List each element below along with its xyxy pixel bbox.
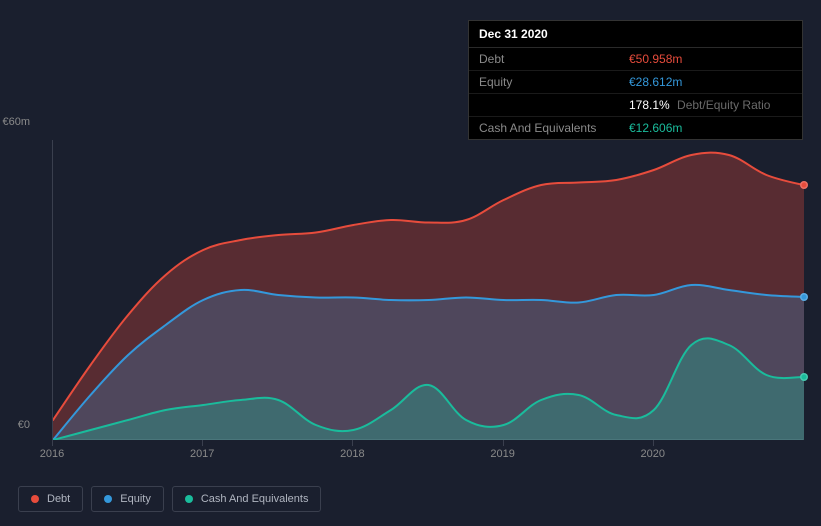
- legend-item-cash-and-equivalents[interactable]: Cash And Equivalents: [172, 486, 322, 512]
- x-tick-label: 2018: [340, 448, 364, 460]
- tooltip-row-label: Debt: [479, 52, 629, 66]
- x-tick-label: 2020: [641, 448, 665, 460]
- legend-item-equity[interactable]: Equity: [91, 486, 164, 512]
- legend-swatch: [104, 495, 112, 503]
- legend-label: Debt: [47, 493, 70, 505]
- end-marker-equity: [800, 293, 808, 301]
- tooltip-row-label: Cash And Equivalents: [479, 121, 629, 135]
- x-tick: [202, 440, 203, 446]
- x-tick-label: 2016: [40, 448, 64, 460]
- chart-area: €60m €0: [18, 140, 803, 440]
- tooltip-row: Equity€28.612m: [469, 71, 802, 94]
- x-axis-labels: 20162017201820192020: [52, 448, 803, 468]
- tooltip-date: Dec 31 2020: [469, 21, 802, 48]
- tooltip-row-value: €28.612m: [629, 75, 682, 89]
- plot-region[interactable]: [52, 140, 803, 440]
- legend: Debt Equity Cash And Equivalents: [18, 486, 321, 512]
- tooltip-row-value: 178.1% Debt/Equity Ratio: [629, 98, 770, 112]
- tooltip-row: Cash And Equivalents€12.606m: [469, 117, 802, 139]
- x-tick: [52, 440, 53, 446]
- legend-label: Cash And Equivalents: [201, 493, 309, 505]
- chart-svg: [53, 140, 804, 440]
- tooltip-row-label: Equity: [479, 75, 629, 89]
- tooltip-row: Debt€50.958m: [469, 48, 802, 71]
- tooltip-row-label: [479, 98, 629, 112]
- tooltip-ratio-suffix: Debt/Equity Ratio: [674, 98, 771, 112]
- legend-item-debt[interactable]: Debt: [18, 486, 83, 512]
- x-tick: [653, 440, 654, 446]
- tooltip-rows: Debt€50.958mEquity€28.612m178.1% Debt/Eq…: [469, 48, 802, 139]
- tooltip-row: 178.1% Debt/Equity Ratio: [469, 94, 802, 117]
- end-marker-debt: [800, 181, 808, 189]
- y-tick-label-60: €60m: [2, 116, 30, 128]
- x-tick-label: 2017: [190, 448, 214, 460]
- legend-swatch: [31, 495, 39, 503]
- x-tick: [503, 440, 504, 446]
- tooltip-row-value: €50.958m: [629, 52, 682, 66]
- tooltip-row-value: €12.606m: [629, 121, 682, 135]
- legend-swatch: [185, 495, 193, 503]
- x-tick-label: 2019: [490, 448, 514, 460]
- end-marker-cash-and-equivalents: [800, 373, 808, 381]
- legend-label: Equity: [120, 493, 151, 505]
- x-tick: [352, 440, 353, 446]
- chart-tooltip: Dec 31 2020 Debt€50.958mEquity€28.612m17…: [468, 20, 803, 140]
- y-tick-label-0: €0: [18, 419, 30, 431]
